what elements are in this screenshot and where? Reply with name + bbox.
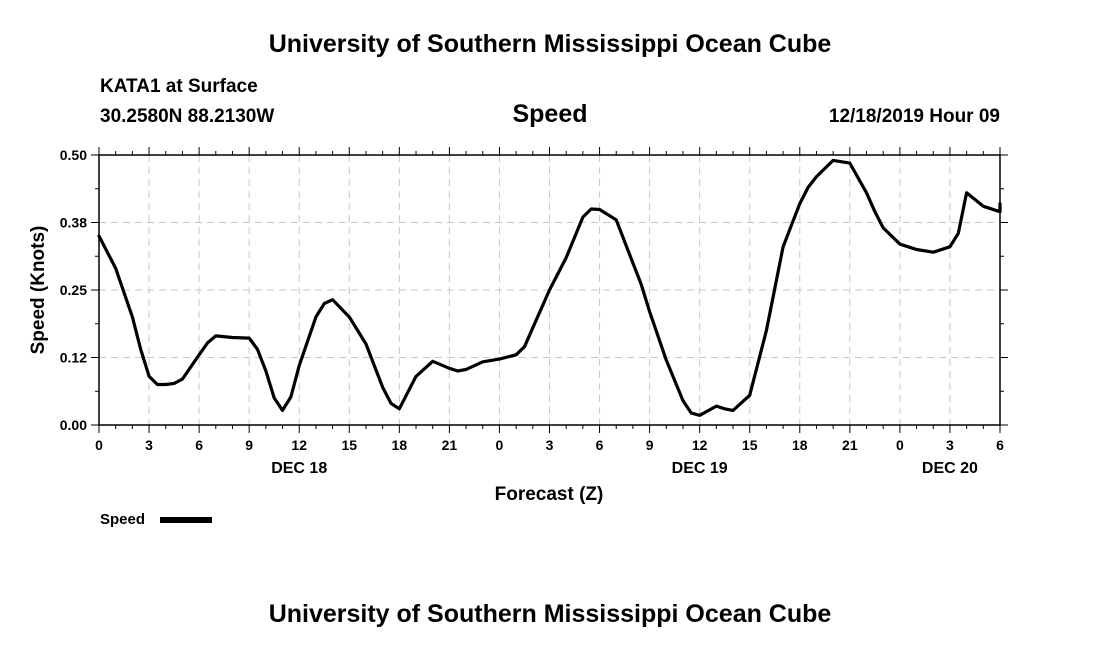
x-tick-label: 3 <box>145 437 153 453</box>
x-tick-label: 18 <box>792 437 808 453</box>
x-tick-label: 6 <box>596 437 604 453</box>
x-tick-label: 9 <box>245 437 253 453</box>
x-tick-label: 18 <box>392 437 408 453</box>
x-tick-label: 12 <box>291 437 307 453</box>
series-layer <box>97 158 1002 417</box>
x-tick-label: 15 <box>341 437 357 453</box>
station-name: KATA1 at Surface <box>100 76 258 97</box>
x-tick-label: 21 <box>842 437 858 453</box>
page-title: University of Southern Mississippi Ocean… <box>268 30 832 58</box>
chart-title: Speed <box>512 100 588 128</box>
x-tick-label: 9 <box>646 437 654 453</box>
y-tick-label: 0.50 <box>60 147 87 163</box>
x-tick-label: 6 <box>996 437 1004 453</box>
forecast-datetime: 12/18/2019 Hour 09 <box>828 106 1000 127</box>
x-tick-label: 0 <box>95 437 103 453</box>
station-coordinates: 30.2580N 88.2130W <box>100 106 275 127</box>
x-tick-label: 3 <box>546 437 554 453</box>
y-tick-label: 0.38 <box>60 215 87 231</box>
x-axis-label: Forecast (Z) <box>495 484 604 505</box>
x-tick-label: 0 <box>496 437 504 453</box>
x-day-label: DEC 19 <box>672 460 728 477</box>
x-tick-label: 3 <box>946 437 954 453</box>
legend-label: Speed <box>100 511 145 528</box>
y-tick-label: 0.25 <box>60 282 87 298</box>
speed-series-line <box>97 158 1002 417</box>
y-axis-label: Speed (Knots) <box>28 226 49 355</box>
x-tick-label: 15 <box>742 437 758 453</box>
x-tick-label: 21 <box>442 437 458 453</box>
x-day-label: DEC 18 <box>271 460 327 477</box>
axes: 0 3 6 9 12 15 18 21 0 3 6 9 12 15 18 21 0 3 6 DEC 18 DEC 19 D… <box>60 147 1008 477</box>
y-tick-label: 0.00 <box>60 417 87 433</box>
legend: Speed <box>100 511 212 528</box>
x-tick-label: 6 <box>195 437 203 453</box>
x-tick-label: 0 <box>896 437 904 453</box>
footer-title: University of Southern Mississippi Ocean… <box>268 600 832 628</box>
x-day-label: DEC 20 <box>922 460 978 477</box>
y-tick-label: 0.12 <box>60 350 87 366</box>
x-tick-label: 12 <box>692 437 708 453</box>
